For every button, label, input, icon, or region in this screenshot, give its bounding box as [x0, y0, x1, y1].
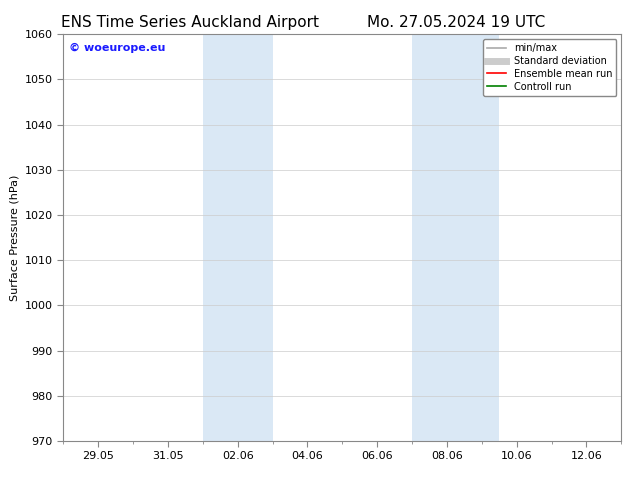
Bar	[412, 34, 500, 441]
Text: Mo. 27.05.2024 19 UTC: Mo. 27.05.2024 19 UTC	[367, 15, 546, 30]
Bar	[203, 34, 273, 441]
Legend: min/max, Standard deviation, Ensemble mean run, Controll run: min/max, Standard deviation, Ensemble me…	[483, 39, 616, 96]
Text: ENS Time Series Auckland Airport: ENS Time Series Auckland Airport	[61, 15, 319, 30]
Y-axis label: Surface Pressure (hPa): Surface Pressure (hPa)	[10, 174, 19, 301]
Text: © woeurope.eu: © woeurope.eu	[69, 43, 165, 52]
